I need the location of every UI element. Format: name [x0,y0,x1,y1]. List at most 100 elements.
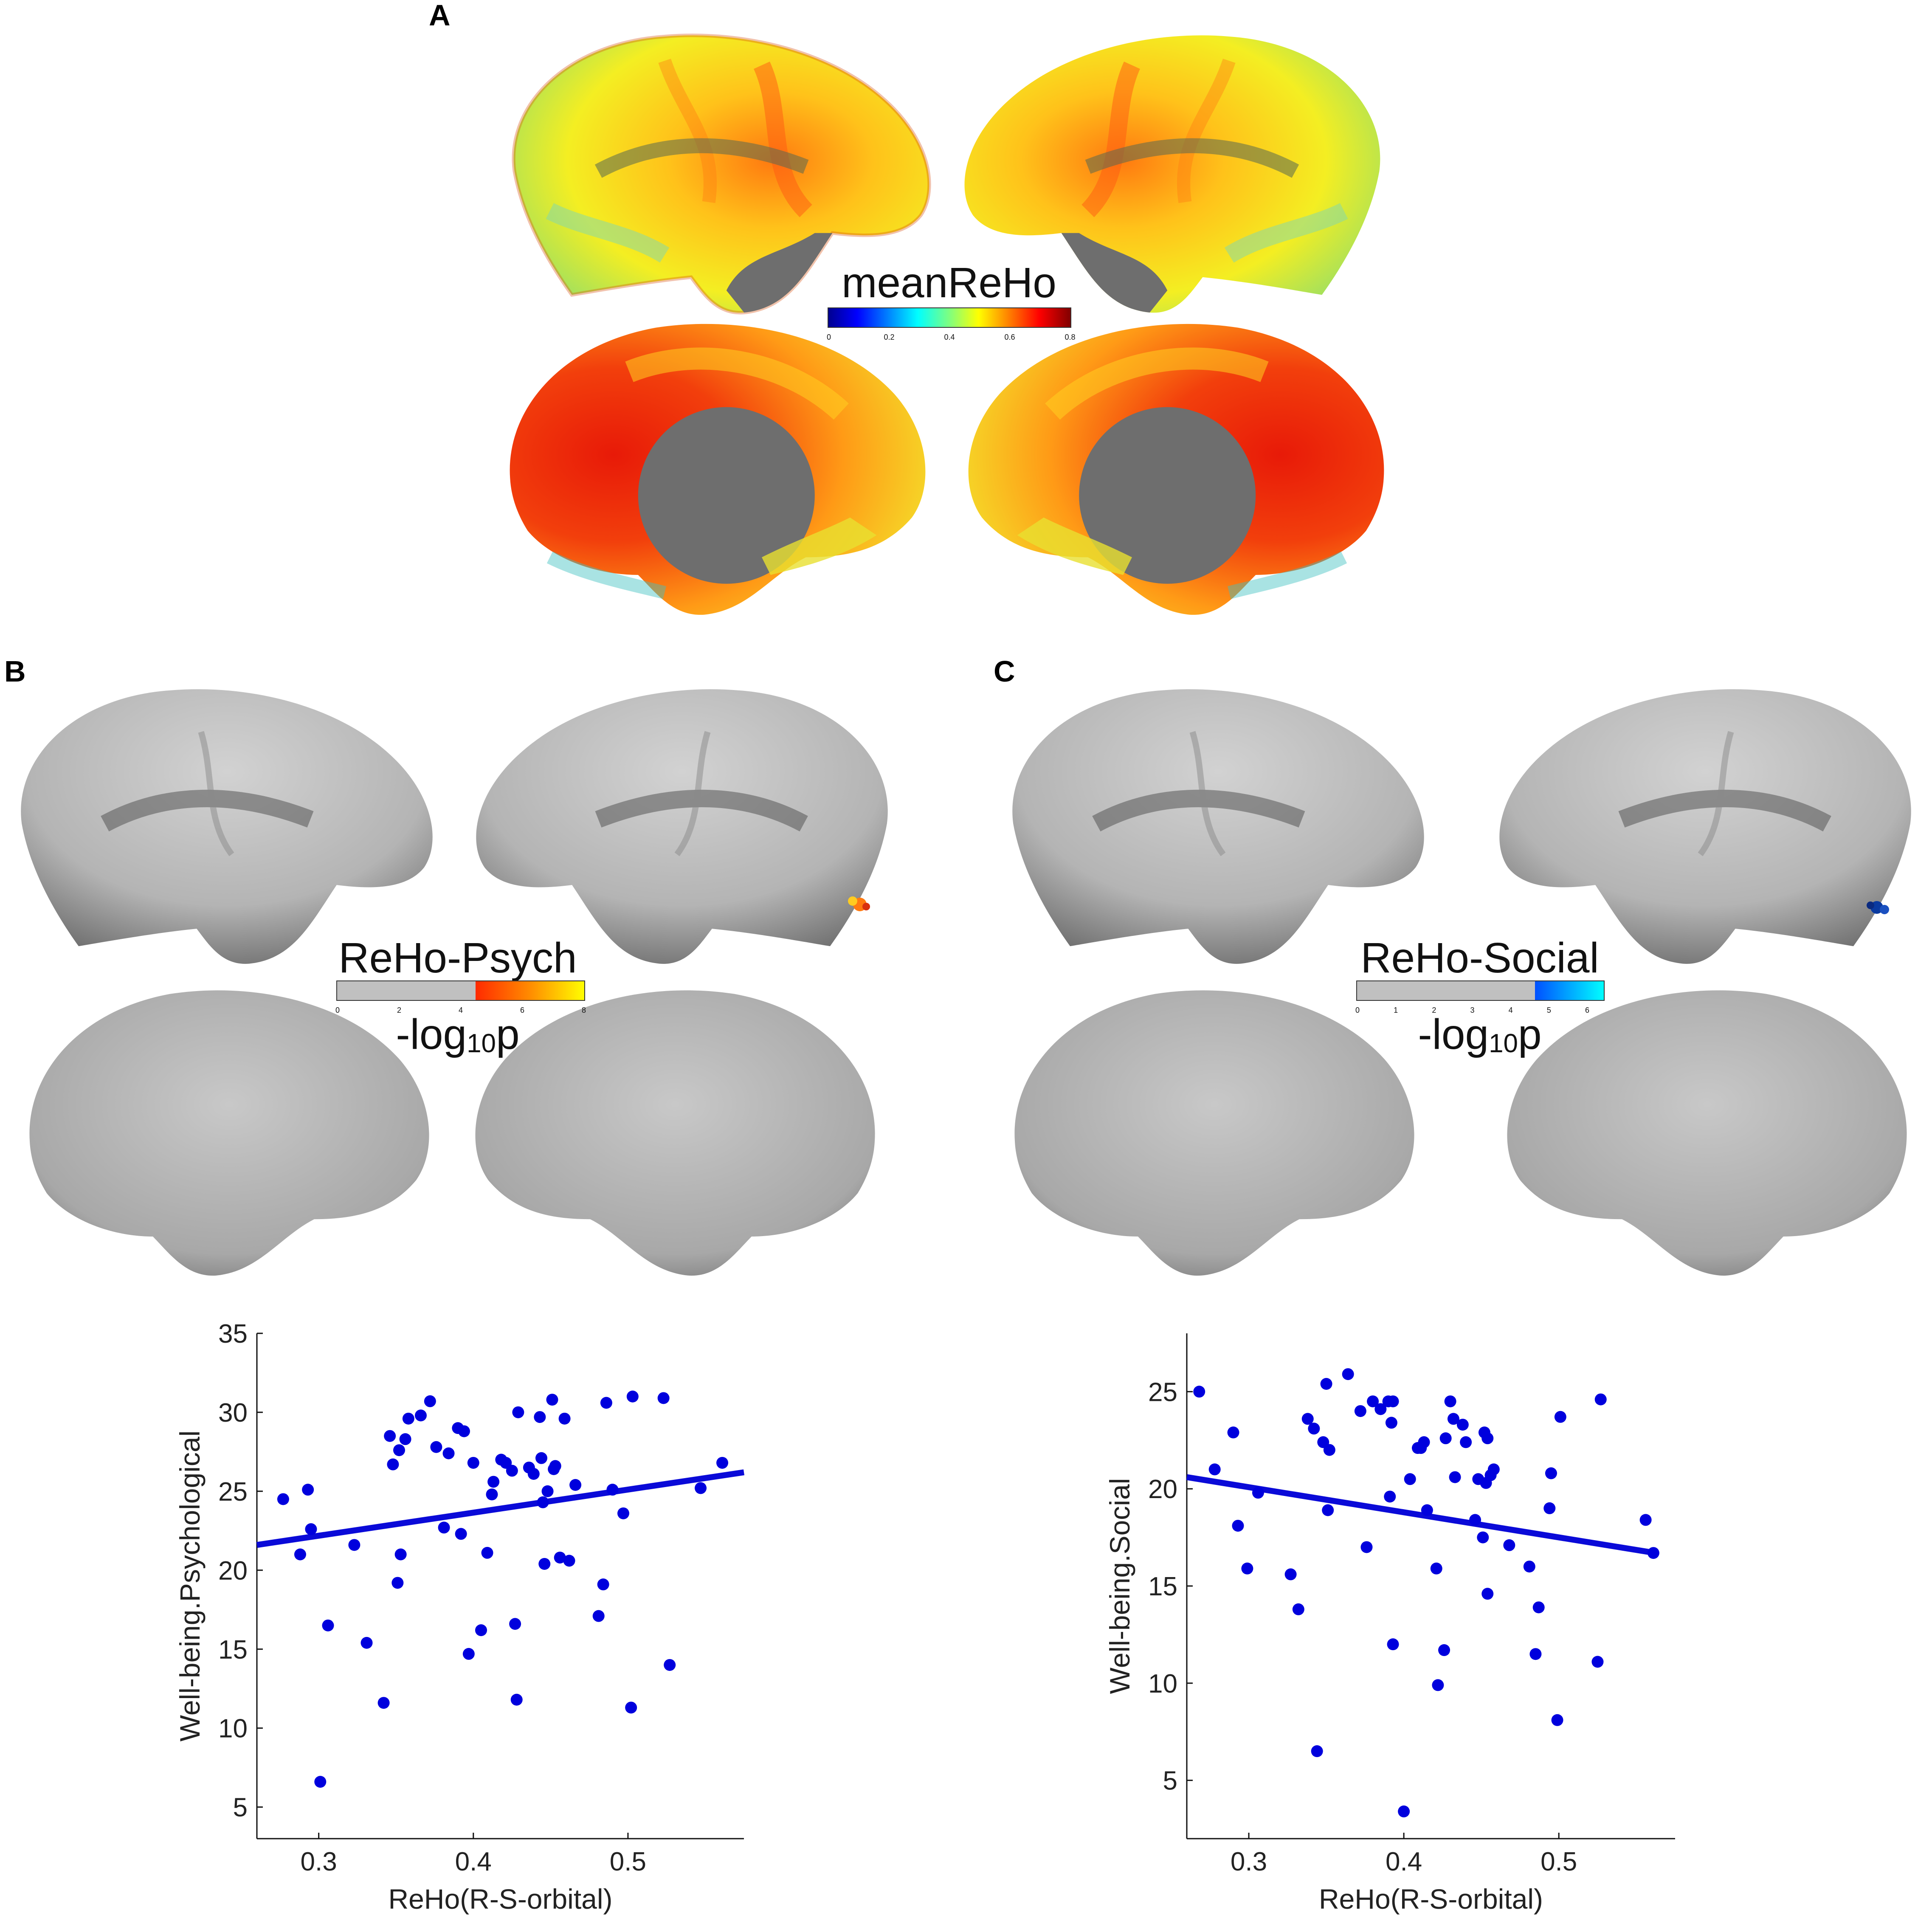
data-point [1554,1411,1566,1423]
regression-line [1186,1474,1656,1556]
data-point [512,1406,524,1418]
colorbar-b: ReHo-Psych 0 2 4 6 8 -log10p [335,934,586,1058]
x-tick-label: 0.4 [455,1847,492,1876]
colorbar-c-tick-label: 4 [1509,1006,1513,1014]
brain-a-lateral-left [514,35,929,313]
data-point [384,1430,396,1442]
data-point [1385,1417,1397,1429]
data-point [1647,1547,1659,1559]
x-axis-label: ReHo(R-S-orbital) [388,1883,612,1915]
data-point [487,1476,500,1488]
data-point [1469,1514,1481,1526]
data-point [1208,1463,1221,1476]
data-point [1292,1603,1304,1615]
data-point [563,1555,575,1567]
colorbar-a-tick-label: 0.2 [884,333,894,341]
brain-c-lateral-right [1499,689,1911,964]
data-point [1481,1432,1494,1445]
data-point [302,1484,314,1496]
data-point [1404,1473,1416,1485]
colorbar-c-unit: -log10p [1418,1011,1541,1058]
data-point [549,1460,561,1472]
data-point [481,1547,493,1559]
data-point [314,1776,327,1788]
data-point [1439,1432,1452,1445]
data-point [1532,1601,1545,1614]
colorbar-a-tick-label: 0.8 [1065,333,1075,341]
data-point [1367,1395,1379,1408]
brain-a-medial-left [510,324,926,615]
data-point [322,1619,334,1631]
colorbar-b-ticks: 0 2 4 6 8 [335,1006,586,1014]
data-point [394,1548,407,1561]
colorbar-c-tick-label: 5 [1547,1006,1551,1014]
data-point [467,1456,479,1469]
data-point [541,1485,554,1497]
scatter-plot-social: 0.3 0.4 0.5 5 10 15 20 25 ReHo(R-S-orbital) Well-… [1104,1333,1675,1915]
data-point [1421,1504,1433,1516]
data-point [475,1624,487,1637]
data-point [462,1648,475,1660]
colorbar-a-tick-label: 0 [827,333,831,341]
data-point [537,1496,549,1508]
y-tick-label: 25 [1148,1378,1177,1407]
data-point [716,1456,729,1469]
colorbar-c-tick-label: 1 [1394,1006,1398,1014]
colorbar-b-title: ReHo-Psych [338,934,577,982]
panel-label-b: B [4,655,26,688]
data-point [1523,1561,1535,1573]
data-point [438,1521,450,1534]
data-point [1460,1436,1472,1448]
data-point [1418,1436,1430,1448]
colorbar-b-tick-label: 4 [459,1006,463,1014]
x-tick-label: 0.5 [610,1847,646,1876]
data-point [664,1659,676,1671]
data-point [546,1394,558,1406]
y-tick-label: 30 [218,1398,248,1428]
data-point [1384,1490,1396,1503]
data-point [1241,1562,1253,1575]
colorbar-c: ReHo-Social 0 1 2 3 4 5 6 -log10p [1355,934,1605,1058]
colorbar-b-gray [337,981,476,1000]
x-tick-label: 0.4 [1386,1847,1422,1876]
data-point [399,1433,411,1445]
colorbar-b-gradient [476,981,585,1000]
colorbar-b-tick-label: 0 [335,1006,340,1014]
data-point [1481,1588,1494,1600]
data-point [534,1411,546,1423]
x-axis-label: ReHo(R-S-orbital) [1319,1883,1543,1915]
colorbar-b-tick-label: 6 [520,1006,524,1014]
data-point [558,1412,571,1425]
data-point [695,1482,707,1494]
data-point [592,1610,605,1622]
data-point [1193,1386,1205,1398]
y-axis-label: Well-being.Psychological [174,1431,206,1741]
data-point [1354,1405,1366,1417]
data-point [486,1488,498,1501]
data-point [377,1697,390,1709]
colorbar-c-gradient [1535,981,1604,1000]
data-point [569,1479,582,1491]
data-point [305,1523,317,1535]
panel-label-c: C [994,655,1015,688]
data-point [1487,1463,1500,1476]
colorbar-b-tick-label: 8 [582,1006,586,1014]
data-point [617,1507,629,1519]
data-point [1360,1541,1373,1553]
data-point [1503,1539,1515,1551]
data-point [657,1392,670,1404]
data-point [1545,1467,1557,1479]
colorbar-a-ticks: 0 0.2 0.4 0.6 0.8 [827,333,1076,341]
data-point [1543,1502,1556,1514]
data-point [606,1484,619,1496]
data-point [1430,1562,1442,1575]
data-point [1551,1714,1563,1726]
data-point [442,1447,455,1459]
data-point [1444,1395,1456,1408]
colorbar-c-tick-label: 6 [1585,1006,1589,1014]
colorbar-b-tick-label: 2 [397,1006,401,1014]
y-tick-label: 35 [218,1319,248,1349]
y-tick-label: 10 [1148,1669,1177,1699]
data-point [509,1618,521,1630]
panel-label-a: A [429,0,451,32]
